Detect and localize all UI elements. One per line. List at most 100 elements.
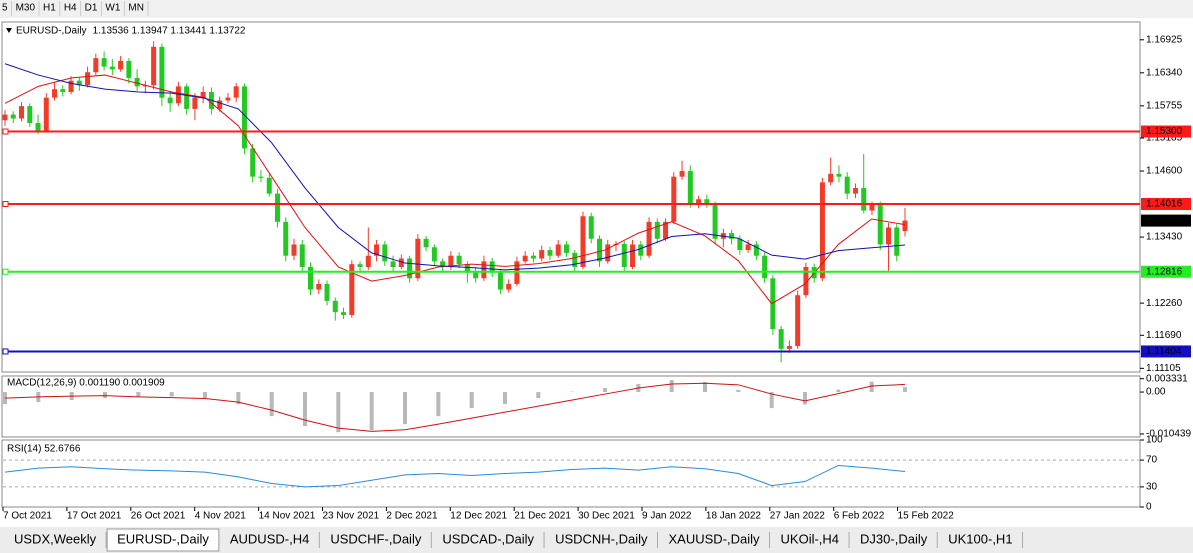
candle-body [431,247,437,262]
ohlc-info: 1.13536 1.13947 1.13441 1.13722 [93,26,246,37]
tab[interactable]: USDCNH-,Daily [555,531,648,546]
candle-body [456,255,462,265]
macd-bar [269,392,274,417]
x-tick-label: 21 Dec 2021 [514,511,571,522]
x-tick-label: 15 Feb 2022 [898,511,955,522]
timeframe-button[interactable]: H4 [64,3,77,14]
macd-bar [236,392,241,405]
level-marker [2,348,9,355]
tab[interactable]: XAUUSD-,Daily [669,531,761,546]
candle-body [836,173,842,177]
main-panel [1,21,1141,373]
candle-body [530,255,536,259]
candle-body [745,244,751,251]
x-tick-label: 9 Jan 2022 [642,511,692,522]
tab-background [432,529,545,551]
tab[interactable]: USDCHF-,Daily [330,531,422,546]
rsi-title: RSI(14) 52.6766 [7,444,81,455]
candle-body [291,244,297,256]
x-tick-label: 6 Feb 2022 [834,511,885,522]
candle-body [555,244,561,256]
candle-body [803,267,809,296]
candle-body [2,114,8,121]
tab[interactable]: UKOil-,H4 [781,531,840,546]
x-tick-label: 26 Oct 2021 [131,511,186,522]
macd-bar [436,392,441,417]
candle-body [332,300,338,313]
tab[interactable]: AUDUSD-,H4 [230,531,309,546]
level-label: 1.14016 [1146,199,1183,210]
tab[interactable]: UK100-,H1 [948,531,1012,546]
timeframe-button[interactable]: MN [128,3,144,14]
macd-bar [669,380,674,393]
x-tick-label: 17 Oct 2021 [67,511,122,522]
candle-body [85,72,91,86]
x-tick-label: 4 Nov 2021 [195,511,247,522]
y-tick-label: 0.003331 [1146,373,1188,384]
candle-body [778,329,784,349]
candle-body [365,255,371,267]
tab[interactable]: USDCAD-,Daily [442,531,534,546]
tab-background [545,529,658,551]
level-label: 1.15300 [1146,126,1183,137]
candle-body [539,250,545,259]
level-label-box [1141,265,1191,278]
candle-body [27,106,33,124]
x-tick-label: 2 Dec 2021 [386,511,438,522]
candle-body [60,89,66,92]
y-tick-label: 1.15185 [1146,133,1183,144]
macd-bar [303,392,307,427]
timeframe-button[interactable]: D1 [85,3,98,14]
candle-body [885,227,891,245]
current-price-label: 1.13722 [1146,215,1183,226]
timeframe-button[interactable]: H1 [43,3,56,14]
tab[interactable]: USDX,Weekly [14,531,97,546]
tab-background [938,529,1023,551]
candle-body [563,244,569,253]
candle-body [497,272,503,290]
candle-body [588,216,594,239]
candle-body [547,250,553,256]
macd-bar [203,392,207,399]
tab[interactable]: DJ30-,Daily [860,531,928,546]
candle-body [151,46,157,86]
candle-body [621,243,627,267]
candle-body [324,283,330,301]
candle-body [184,86,190,109]
toolbar [0,0,1193,18]
candle-body [283,221,289,256]
candle-body [696,199,702,205]
timeframe-button[interactable]: 5 [2,3,8,14]
candle-body [76,80,82,86]
y-tick-label: 0 [1146,502,1152,513]
macd-title: MACD(12,26,9) 0.001190 0.001909 [7,378,165,389]
macd-bar [369,392,374,431]
candle-body [894,227,900,256]
candle-body [423,238,429,248]
y-tick-label: 1.13430 [1146,232,1183,243]
candle-body [464,264,470,273]
x-tick-label: 30 Dec 2021 [578,511,635,522]
level-label-box [1141,125,1191,138]
candle-body [671,176,677,222]
macd-bar [736,390,741,393]
candle-body [407,258,413,279]
candle-body [415,238,421,279]
level-label: 1.11404 [1146,346,1182,357]
candle-body [390,261,396,267]
candle-body [357,264,363,267]
y-tick-label: 1.15755 [1146,100,1183,111]
rsi-panel [1,439,1141,508]
candle-body [679,171,685,177]
timeframe-button[interactable]: M30 [16,3,36,14]
candle-body [159,46,165,98]
candle-body [398,258,404,267]
candle-body [118,60,124,70]
tab[interactable]: EURUSD-,Daily [117,531,209,546]
macd-bar [3,392,7,405]
candle-body [225,97,231,101]
timeframe-button[interactable]: W1 [105,3,120,14]
candle-body [869,204,875,211]
level-label: 1.12816 [1146,266,1183,277]
candle-body [654,221,660,239]
